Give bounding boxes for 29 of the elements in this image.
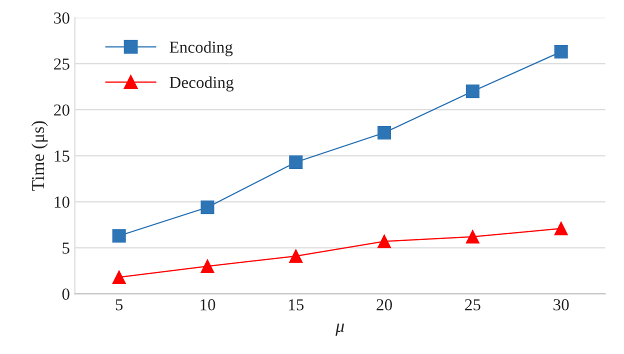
y-axis-title: Time (μs) xyxy=(31,121,48,191)
point xyxy=(378,126,392,140)
y-tick-label: 10 xyxy=(54,196,70,208)
x-axis-title: μ xyxy=(336,324,344,336)
point xyxy=(112,229,126,243)
y-tick-label: 30 xyxy=(54,12,70,24)
y-tick-label: 5 xyxy=(62,242,70,254)
point xyxy=(466,230,480,244)
y-tick-label: 20 xyxy=(54,104,70,116)
x-tick-label: 20 xyxy=(376,299,392,310)
y-tick-label: 15 xyxy=(54,150,70,162)
point xyxy=(554,44,568,59)
y-tick-label: 25 xyxy=(54,58,70,70)
legend-label: Encoding xyxy=(170,41,233,56)
x-tick-label: 5 xyxy=(116,299,123,310)
point xyxy=(378,234,392,248)
point xyxy=(289,249,303,263)
x-tick-label: 30 xyxy=(554,299,569,310)
x-tick-label: 10 xyxy=(200,299,216,310)
point xyxy=(112,270,126,284)
point xyxy=(200,200,214,214)
legend-label: Decoding xyxy=(170,76,234,92)
point xyxy=(554,222,568,236)
point xyxy=(200,259,214,273)
point xyxy=(289,155,303,169)
x-tick-label: 15 xyxy=(289,299,304,310)
x-tick-label: 25 xyxy=(465,299,480,310)
point xyxy=(466,84,480,98)
y-tick-label: 0 xyxy=(62,288,70,300)
